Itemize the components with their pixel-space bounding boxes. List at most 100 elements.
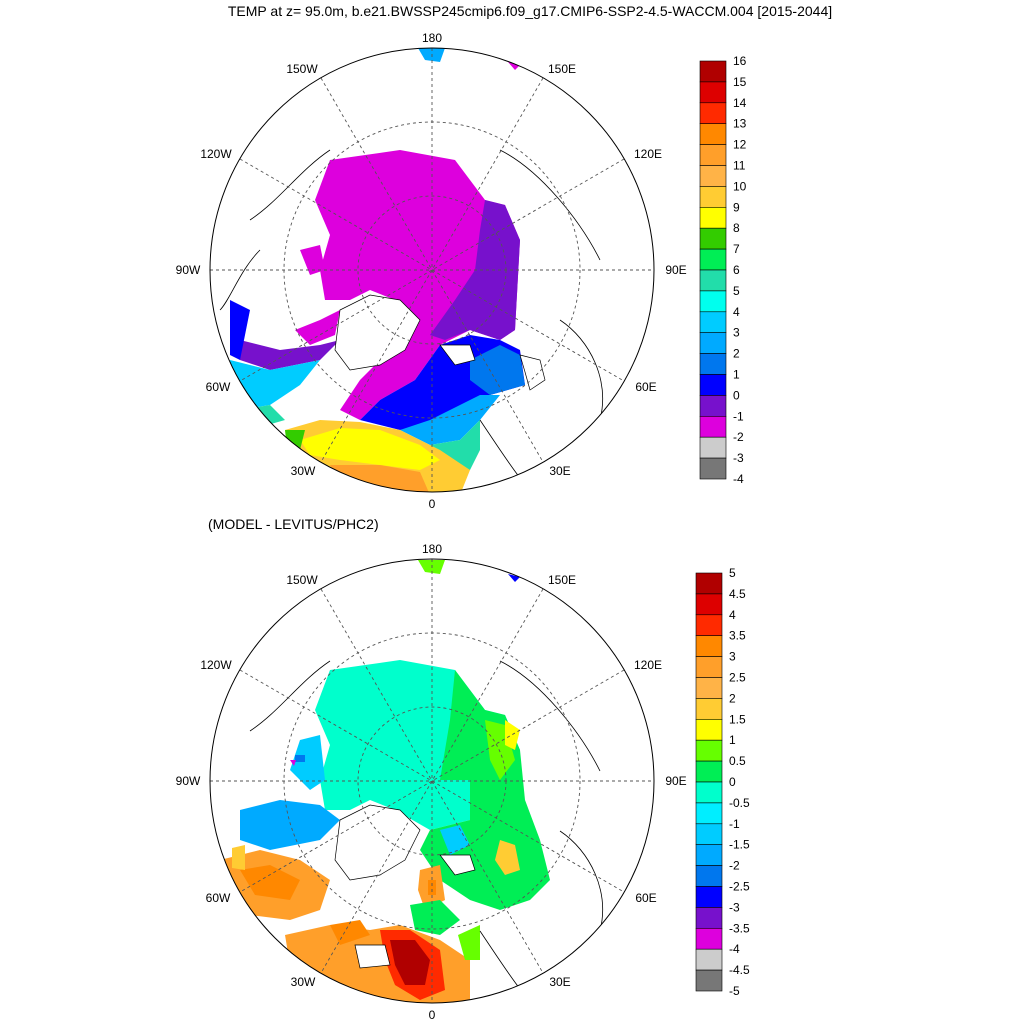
colorbar-swatch (695, 844, 723, 866)
colorbar-tick-label: 1 (729, 733, 736, 747)
map-boundary-1 (209, 47, 655, 493)
colorbar-swatch (699, 60, 727, 83)
lon-label-60e: 60E (635, 891, 656, 905)
lon-label-30w: 30W (291, 464, 316, 478)
colorbar-tick-label: 7 (733, 242, 740, 256)
lon-label-120e: 120E (634, 658, 662, 672)
colorbar-tick-label: 0.5 (729, 754, 746, 768)
colorbar-swatch (695, 886, 723, 908)
colorbar-tick-label: 3 (733, 326, 740, 340)
map-panel-1: 180 150W 150E 120W 120E 90W 90E 60W 60E … (176, 31, 687, 511)
lon-label-30w: 30W (291, 975, 316, 989)
colorbar-tick-label: -2.5 (729, 880, 750, 894)
lon-label-120e: 120E (634, 147, 662, 161)
colorbar-tick-label: 10 (733, 179, 747, 193)
colorbar-swatch (699, 374, 727, 396)
lon-label-60w: 60W (206, 891, 231, 905)
colorbar-tick-label: -3 (733, 451, 744, 465)
colorbar-tick-label: 5 (729, 566, 736, 580)
colorbar-tick-label: 5 (733, 284, 740, 298)
colorbar-swatch (699, 415, 727, 438)
colorbar-swatch (695, 865, 723, 887)
lon-label-30e: 30E (549, 975, 570, 989)
lon-label-150e: 150E (548, 62, 576, 76)
lon-label-150w: 150W (286, 62, 318, 76)
colorbar-swatch (695, 823, 723, 845)
colorbar-swatch (695, 572, 723, 595)
colorbar-swatch (699, 123, 727, 145)
colorbar-tick-label: -2 (733, 430, 744, 444)
panel2-title: (MODEL - LEVITUS/PHC2) (208, 516, 379, 532)
lon-label-30e: 30E (549, 464, 570, 478)
colorbar-tick-label: 16 (733, 54, 747, 68)
colorbar-swatch (695, 969, 723, 992)
colorbar-tick-label: 6 (733, 263, 740, 277)
colorbar-tick-label: 2 (729, 691, 736, 705)
colorbar-tick-label: 0 (733, 388, 740, 402)
lon-label-90e: 90E (665, 774, 686, 788)
map-panel-2: 180 150W 150E 120W 120E 90W 90E 60W 60E … (176, 542, 687, 1022)
colorbar-tick-label: -0.5 (729, 796, 750, 810)
lon-label-0: 0 (429, 497, 436, 511)
lon-label-150e: 150E (548, 573, 576, 587)
colorbar-swatch (695, 948, 723, 971)
colorbar-tick-label: -4 (733, 472, 744, 486)
colorbar-anomaly: 5 4.5 4 3.5 3 2.5 2 1.5 1 0.5 0 -0.5 -1 -1.5 -2 -2.5 -3 -… (695, 566, 750, 998)
colorbar-tick-label: -2 (729, 859, 740, 873)
colorbar-swatch (699, 395, 727, 417)
lon-label-180: 180 (422, 542, 442, 556)
lon-label-180: 180 (422, 31, 442, 45)
colorbar-swatch (699, 290, 727, 313)
colorbar-tick-label: -1.5 (729, 838, 750, 852)
colorbar-tick-label: 3.5 (729, 629, 746, 643)
colorbar-swatch (699, 207, 727, 229)
colorbar-tick-label: 4 (729, 608, 736, 622)
colorbar-swatch (699, 436, 727, 459)
colorbar-tick-label: -3 (729, 900, 740, 914)
colorbar-swatch (695, 927, 723, 950)
colorbar-swatch (695, 698, 723, 720)
colorbar-tick-label: 4.5 (729, 587, 746, 601)
colorbar-tick-label: -4 (729, 942, 740, 956)
colorbar-tick-label: -1 (733, 409, 744, 423)
colorbar-tick-label: -1 (729, 817, 740, 831)
colorbar-tick-label: 2 (733, 347, 740, 361)
colorbar-tick-label: 13 (733, 117, 747, 131)
lon-label-120w: 120W (200, 658, 232, 672)
colorbar-tick-label: 2.5 (729, 671, 746, 685)
colorbar-tick-label: 3 (729, 650, 736, 664)
colorbar-swatch (699, 165, 727, 187)
colorbar-swatch (695, 907, 723, 929)
colorbar-tick-label: 4 (733, 305, 740, 319)
lon-label-60w: 60W (206, 380, 231, 394)
graticule-1 (210, 48, 654, 492)
colorbar-tick-label: -3.5 (729, 921, 750, 935)
colorbar-tick-label: 9 (733, 200, 740, 214)
colorbar-tick-label: 14 (733, 96, 747, 110)
lon-label-120w: 120W (200, 147, 232, 161)
graticule-2 (210, 559, 654, 1003)
colorbar-swatch (695, 802, 723, 825)
colorbar-swatch (695, 593, 723, 616)
colorbar-tick-label: 11 (733, 159, 746, 173)
colorbar-swatch (695, 739, 723, 762)
figure-title: TEMP at z= 95.0m, b.e21.BWSSP245cmip6.f0… (228, 3, 832, 19)
colorbar-swatch (695, 718, 723, 741)
colorbar-tick-label: -4.5 (729, 963, 750, 977)
colorbar-swatch (699, 144, 727, 166)
colorbar-swatch (699, 81, 727, 104)
colorbar-swatch (699, 248, 727, 271)
colorbar-swatch (699, 311, 727, 333)
lon-label-60e: 60E (635, 380, 656, 394)
lon-label-90w: 90W (176, 263, 201, 277)
colorbar-swatch (699, 227, 727, 250)
map-boundary-2 (209, 558, 655, 1004)
colorbar-swatch (695, 677, 723, 699)
colorbar-tick-label: 8 (733, 221, 740, 235)
colorbar-swatch (695, 781, 723, 804)
lon-label-0: 0 (429, 1008, 436, 1022)
colorbar-swatch (699, 353, 727, 375)
colorbar-swatch (699, 102, 727, 125)
